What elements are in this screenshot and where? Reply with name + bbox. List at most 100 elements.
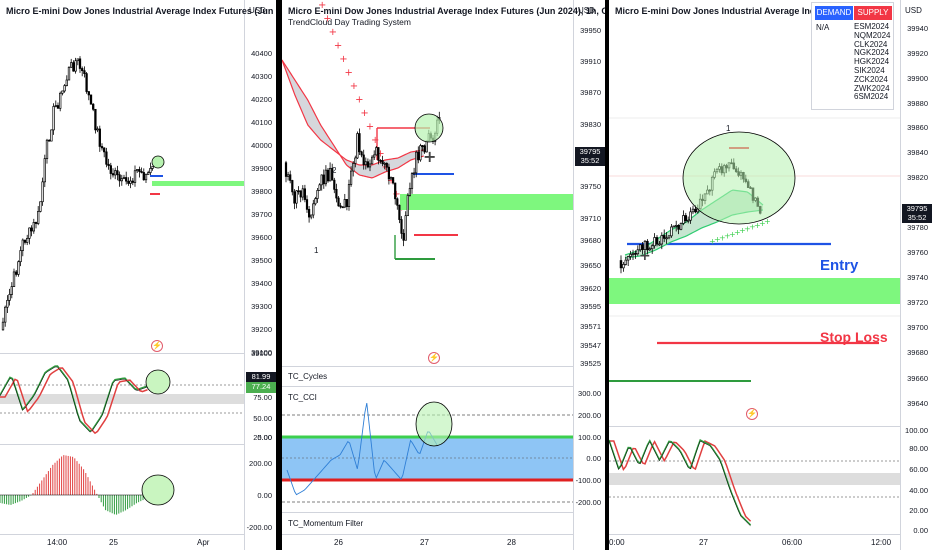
price-axis[interactable]: USD 39940 39920 39900 39880 39860 39840 39820 3… bbox=[900, 0, 932, 550]
indicator-label: TC_CCI bbox=[288, 393, 317, 402]
lightning-icon[interactable]: ⚡ bbox=[428, 352, 440, 364]
supply-header: SUPPLY bbox=[854, 6, 892, 20]
candle-body bbox=[310, 214, 313, 218]
candle-body bbox=[15, 271, 18, 275]
axis-tick-label: 39940 bbox=[907, 24, 928, 33]
candle-body bbox=[116, 170, 119, 176]
trail-marker: + bbox=[339, 54, 347, 65]
candle-body bbox=[375, 147, 378, 156]
candle-body bbox=[305, 199, 309, 210]
chart-panel-middle[interactable]: Micro E-mini Dow Jones Industrial Averag… bbox=[282, 0, 605, 550]
axis-tick-label: 39100 bbox=[251, 348, 272, 357]
candle-body bbox=[72, 62, 75, 72]
candle-body bbox=[326, 169, 330, 182]
axis-tick-label: 39840 bbox=[907, 148, 928, 157]
candle-body bbox=[389, 177, 393, 180]
price-axis[interactable]: USD 39950 39910 39870 39830 39750 39710 39680 3… bbox=[573, 0, 605, 550]
axis-tick-label: 200.00 bbox=[249, 459, 272, 468]
candle-body bbox=[127, 180, 130, 184]
candle-body bbox=[622, 264, 625, 269]
candle-body bbox=[89, 94, 93, 105]
candle-body bbox=[360, 151, 363, 156]
oscillator-line bbox=[609, 439, 752, 526]
pane-divider bbox=[282, 512, 573, 513]
lightning-icon[interactable]: ⚡ bbox=[746, 408, 758, 420]
time-label: 14:00 bbox=[47, 538, 68, 547]
candle-body bbox=[291, 180, 294, 193]
candle-body bbox=[17, 261, 20, 275]
candle-body bbox=[45, 139, 49, 160]
indicator-label: TC_Cycles bbox=[288, 372, 328, 381]
supply-symbol: SIK2024 bbox=[854, 65, 885, 75]
lightning-icon[interactable]: ⚡ bbox=[151, 340, 163, 352]
axis-tick-label: 60.00 bbox=[909, 465, 928, 474]
axis-tick-label: 80.00 bbox=[909, 444, 928, 453]
oscillator-value-badge: 77.24 bbox=[246, 382, 276, 393]
candle-body bbox=[131, 180, 134, 183]
candle-body bbox=[349, 170, 353, 185]
axis-tick-label: 0.00 bbox=[586, 454, 601, 463]
trail-marker: + bbox=[318, 0, 326, 11]
neutral-band bbox=[0, 394, 244, 404]
pane-divider bbox=[0, 353, 244, 354]
axis-tick-label: 0.00 bbox=[257, 433, 272, 442]
candle-body bbox=[147, 172, 150, 175]
candle-body bbox=[665, 237, 668, 240]
candle-body bbox=[636, 249, 640, 255]
candle-body bbox=[368, 163, 372, 168]
candle-body bbox=[56, 105, 60, 109]
candle-body bbox=[370, 156, 374, 165]
candle-body bbox=[297, 190, 300, 193]
axis-tick-label: 39640 bbox=[907, 399, 928, 408]
price-axis[interactable]: USD 40400 40300 40200 40100 40000 39900 39800 3… bbox=[244, 0, 276, 550]
candle-body bbox=[144, 174, 148, 181]
axis-tick-label: 39910 bbox=[580, 57, 601, 66]
oscillator-base bbox=[0, 366, 148, 433]
candle-body bbox=[667, 235, 671, 239]
axis-tick-label: 39800 bbox=[251, 187, 272, 196]
right-chart-canvas[interactable]: +++++++++++++ bbox=[609, 0, 900, 550]
candle-body bbox=[373, 154, 376, 158]
chart-panel-right[interactable]: Micro E-mini Dow Jones Industrial Averag… bbox=[609, 0, 932, 550]
candle-body bbox=[358, 133, 361, 153]
candle-body bbox=[78, 58, 82, 69]
candle-body bbox=[638, 244, 642, 251]
pane-divider bbox=[0, 534, 244, 535]
candle-body bbox=[670, 226, 673, 237]
candle-body bbox=[658, 243, 661, 246]
trail-marker: + bbox=[387, 176, 395, 187]
trail-marker: + bbox=[759, 219, 766, 228]
supply-symbol: ZCK2024 bbox=[854, 74, 888, 84]
stop-loss-label: Stop Loss bbox=[820, 329, 888, 345]
middle-chart-canvas[interactable]: +++++++++++++++++ bbox=[282, 0, 573, 550]
candle-body bbox=[122, 177, 126, 180]
candle-body bbox=[662, 235, 666, 239]
candle-body bbox=[19, 250, 22, 263]
candle-body bbox=[109, 165, 112, 174]
trail-marker: + bbox=[334, 41, 342, 52]
candle-body bbox=[354, 157, 357, 164]
candle-body bbox=[366, 161, 370, 168]
candle-body bbox=[303, 188, 306, 200]
candle-body bbox=[12, 271, 16, 287]
demand-value: N/A bbox=[816, 23, 830, 32]
chart-title: Micro E-mini Dow Jones Industrial Averag… bbox=[6, 6, 276, 16]
candle-body bbox=[26, 238, 29, 243]
chart-panel-left[interactable]: Micro E-mini Dow Jones Industrial Averag… bbox=[0, 0, 276, 550]
trail-marker: + bbox=[329, 27, 337, 38]
candle-body bbox=[413, 172, 416, 175]
axis-tick-label: 39760 bbox=[907, 248, 928, 257]
candle-body bbox=[61, 90, 64, 94]
axis-tick-label: 39700 bbox=[907, 323, 928, 332]
trail-marker: + bbox=[360, 108, 368, 119]
candle-body bbox=[87, 91, 90, 96]
trail-marker: + bbox=[345, 68, 353, 79]
axis-tick-label: 100.00 bbox=[905, 426, 928, 435]
axis-tick-label: 39000 bbox=[251, 349, 272, 358]
axis-tick-label: 40200 bbox=[251, 95, 272, 104]
left-chart-canvas[interactable] bbox=[0, 0, 244, 550]
candle-body bbox=[417, 151, 420, 161]
highlight-circle bbox=[151, 155, 165, 169]
candle-body bbox=[39, 201, 42, 212]
axis-tick-label: 200.00 bbox=[578, 411, 601, 420]
